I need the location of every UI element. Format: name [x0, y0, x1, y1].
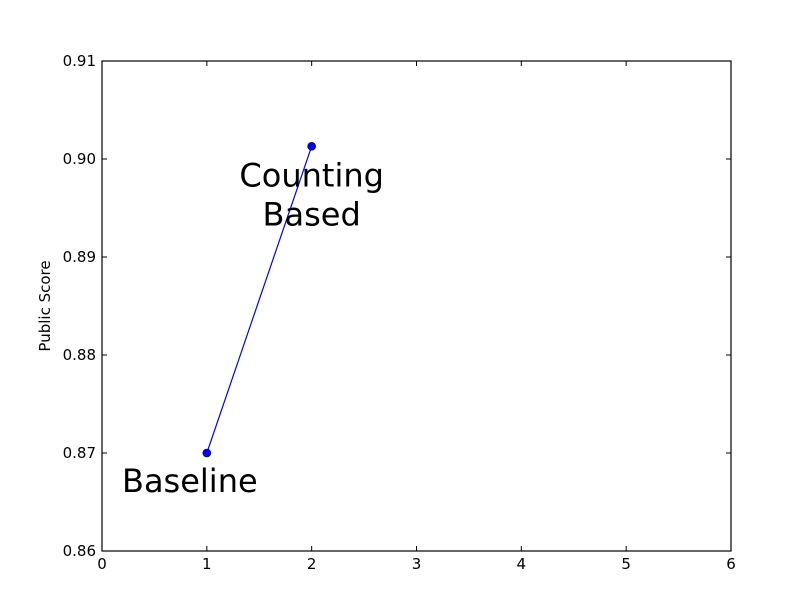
annotation-label: Baseline [122, 462, 258, 500]
data-point [202, 448, 212, 458]
annotation-label: Based [263, 195, 361, 233]
y-axis-label: Public Score [36, 260, 54, 351]
y-tick-label: 0.87 [63, 444, 96, 462]
series-layer [202, 141, 316, 458]
data-point [307, 141, 316, 151]
x-tick-label: 3 [412, 555, 422, 573]
y-tick-label: 0.88 [63, 346, 96, 364]
x-tick-label: 6 [726, 555, 736, 573]
x-tick-label: 2 [307, 555, 317, 573]
y-tick-label: 0.91 [63, 52, 96, 70]
x-tick-label: 0 [97, 555, 107, 573]
y-tick-label: 0.90 [63, 150, 96, 168]
annotation-label: Counting [239, 156, 384, 194]
y-axis-ticks: 0.86 0.87 0.88 0.89 0.90 0.91 [63, 52, 731, 560]
y-tick-label: 0.86 [63, 542, 96, 560]
x-tick-label: 5 [621, 555, 631, 573]
y-tick-label: 0.89 [63, 248, 96, 266]
x-tick-label: 4 [517, 555, 527, 573]
plot-frame [101, 60, 732, 552]
x-tick-label: 1 [202, 555, 212, 573]
series-line [206, 146, 313, 454]
